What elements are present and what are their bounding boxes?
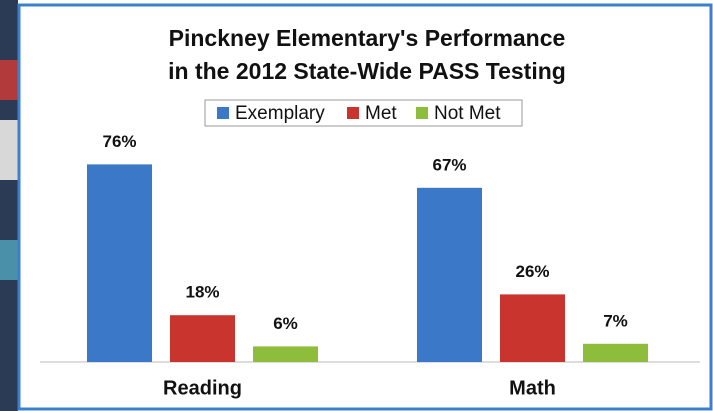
bar bbox=[87, 164, 152, 362]
legend-swatch bbox=[347, 107, 359, 119]
background-strip bbox=[0, 240, 18, 280]
legend-swatch bbox=[416, 107, 428, 119]
value-label: 7% bbox=[603, 311, 628, 330]
value-label: 67% bbox=[432, 155, 466, 174]
background-strip bbox=[0, 60, 18, 100]
chart: Pinckney Elementary's Performance in the… bbox=[0, 0, 713, 411]
legend-swatch bbox=[217, 107, 229, 119]
bar bbox=[500, 294, 565, 362]
x-tick-label: Reading bbox=[163, 377, 242, 399]
bar bbox=[253, 346, 318, 362]
bar bbox=[170, 315, 235, 362]
legend-label: Exemplary bbox=[235, 103, 325, 124]
chart-title: in the 2012 State-Wide PASS Testing bbox=[168, 58, 566, 84]
value-label: 76% bbox=[102, 132, 136, 151]
legend-label: Met bbox=[365, 103, 397, 124]
x-tick-label: Math bbox=[509, 377, 556, 399]
bar bbox=[583, 344, 648, 362]
background-strip bbox=[0, 120, 18, 180]
value-label: 6% bbox=[273, 314, 298, 333]
bar bbox=[417, 188, 482, 362]
value-label: 18% bbox=[185, 283, 219, 302]
chart-title: Pinckney Elementary's Performance bbox=[169, 25, 566, 51]
legend-label: Not Met bbox=[434, 103, 501, 124]
value-label: 26% bbox=[515, 262, 549, 281]
